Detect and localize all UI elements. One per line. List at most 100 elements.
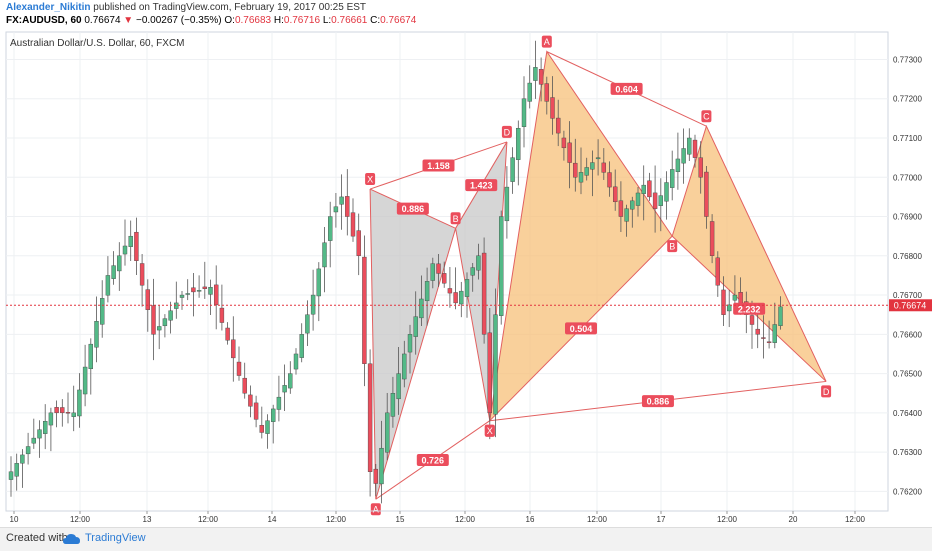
candle	[8, 456, 14, 497]
candle	[248, 385, 253, 418]
candle	[573, 138, 578, 192]
candle	[88, 338, 94, 395]
candle	[82, 344, 88, 407]
x-tick-label: 12:00	[845, 515, 866, 524]
y-tick-label: 0.76600	[893, 330, 922, 339]
candle	[213, 265, 219, 330]
candle	[453, 267, 458, 310]
candle	[379, 420, 384, 504]
candle	[624, 204, 629, 237]
open-label: O:	[224, 15, 235, 26]
candle	[31, 418, 36, 449]
candle	[544, 76, 549, 115]
candle	[402, 340, 407, 388]
candle	[288, 361, 293, 394]
candle	[692, 134, 698, 168]
footer: Created with TradingView	[0, 527, 932, 551]
candle	[253, 395, 259, 428]
candle	[590, 150, 595, 197]
x-tick-label: 10	[10, 515, 19, 524]
candle	[464, 272, 470, 318]
candle	[105, 256, 111, 303]
candle	[20, 449, 25, 488]
price-axis[interactable]: 0.76200 0.76300 0.76400 0.76500 0.76600 0.767…	[893, 55, 922, 496]
candle	[755, 313, 760, 349]
candle	[670, 150, 675, 201]
candle	[698, 141, 703, 194]
candle	[721, 276, 726, 326]
y-tick-label: 0.76800	[893, 252, 922, 261]
candle	[362, 235, 367, 387]
high-value: 0.76716	[283, 15, 321, 26]
ratio-label: 0.886	[641, 395, 674, 408]
candle	[618, 181, 624, 233]
ratio-value: 0.604	[615, 84, 638, 94]
candle	[37, 420, 42, 458]
candle	[43, 404, 48, 450]
time-axis[interactable]: 10 12:00 13 12:00 14 12:00 15 12:00 16 12:00 17 12:…	[6, 510, 888, 524]
candle	[168, 301, 173, 334]
ratio-value: 0.504	[570, 324, 593, 334]
candle	[265, 414, 270, 449]
candle	[447, 267, 453, 308]
candle	[356, 213, 361, 276]
candle	[595, 139, 601, 176]
candle	[413, 291, 418, 355]
candle	[282, 364, 287, 412]
x-tick-label: 15	[396, 515, 405, 524]
candle	[71, 385, 76, 432]
candle	[510, 147, 515, 194]
candle	[316, 262, 321, 322]
candle	[727, 290, 732, 328]
candle	[191, 273, 196, 317]
candle	[350, 198, 356, 242]
candle	[459, 281, 464, 318]
candle	[607, 161, 612, 197]
candle	[424, 267, 430, 326]
current-price-tag: 0.76674	[889, 299, 932, 312]
candle	[613, 169, 618, 211]
x-tick-label: 12:00	[198, 515, 219, 524]
candle	[196, 275, 202, 298]
point-letter: A	[544, 37, 550, 47]
candle	[499, 210, 504, 325]
candle	[481, 237, 487, 344]
tradingview-cloud-icon	[63, 534, 80, 544]
candle	[652, 165, 658, 233]
y-tick-label: 0.76900	[893, 213, 922, 222]
candle	[664, 171, 669, 220]
candle	[715, 251, 720, 297]
candle	[179, 290, 185, 310]
candle	[635, 186, 641, 217]
candle	[704, 166, 709, 229]
chart-area[interactable]: 0.886 1.158 1.423 0.726 X A B C D 0.504 0.604 2.232…	[0, 30, 932, 524]
candle	[242, 362, 247, 399]
candle	[162, 314, 168, 338]
ratio-label: 0.504	[565, 322, 597, 335]
candle	[493, 288, 498, 438]
candle	[208, 279, 213, 315]
candle	[385, 392, 390, 461]
candle	[328, 201, 333, 268]
candle	[54, 400, 59, 428]
candle	[647, 172, 652, 201]
ratio-value: 1.158	[427, 161, 450, 171]
candle	[236, 346, 242, 381]
price-chart[interactable]: 0.886 1.158 1.423 0.726 X A B C D 0.504 0.604 2.232…	[0, 30, 932, 524]
point-letter: D	[504, 127, 511, 137]
candle	[476, 243, 481, 280]
candle	[390, 376, 396, 428]
candle	[345, 169, 350, 236]
candle	[156, 304, 162, 350]
ratio-label: 1.423	[465, 179, 498, 192]
candle	[128, 220, 133, 261]
candle	[761, 315, 766, 359]
chart-header: Alexander_Nikitin published on TradingVi…	[0, 0, 932, 30]
author-link[interactable]: Alexander_Nikitin	[6, 2, 91, 13]
y-tick-label: 0.76700	[893, 291, 922, 300]
candle	[134, 217, 139, 275]
y-tick-label: 0.76200	[893, 487, 922, 496]
candle	[14, 453, 19, 491]
tradingview-link[interactable]: TradingView	[85, 532, 146, 544]
publish-info: Alexander_Nikitin published on TradingVi…	[6, 2, 366, 13]
